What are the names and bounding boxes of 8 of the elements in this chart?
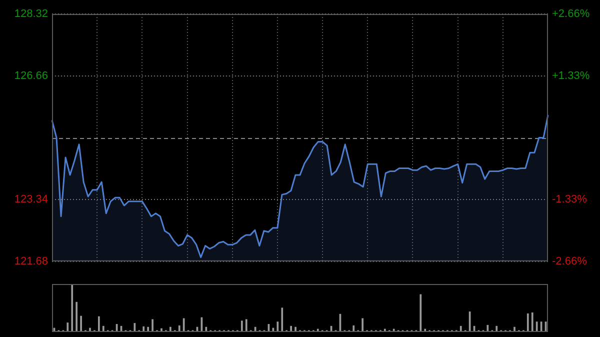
y-tick-label: 128.32	[14, 8, 48, 20]
y-tick-label: 126.66	[14, 70, 48, 82]
y2-tick-label: -2.66%	[552, 255, 588, 268]
y-tick-label: 123.34	[14, 194, 48, 206]
y-tick-label: 121.68	[14, 255, 48, 268]
y2-tick-label: +1.33%	[552, 70, 590, 82]
y2-tick-label: +2.66%	[552, 8, 590, 20]
y2-tick-label: -1.33%	[552, 194, 588, 206]
